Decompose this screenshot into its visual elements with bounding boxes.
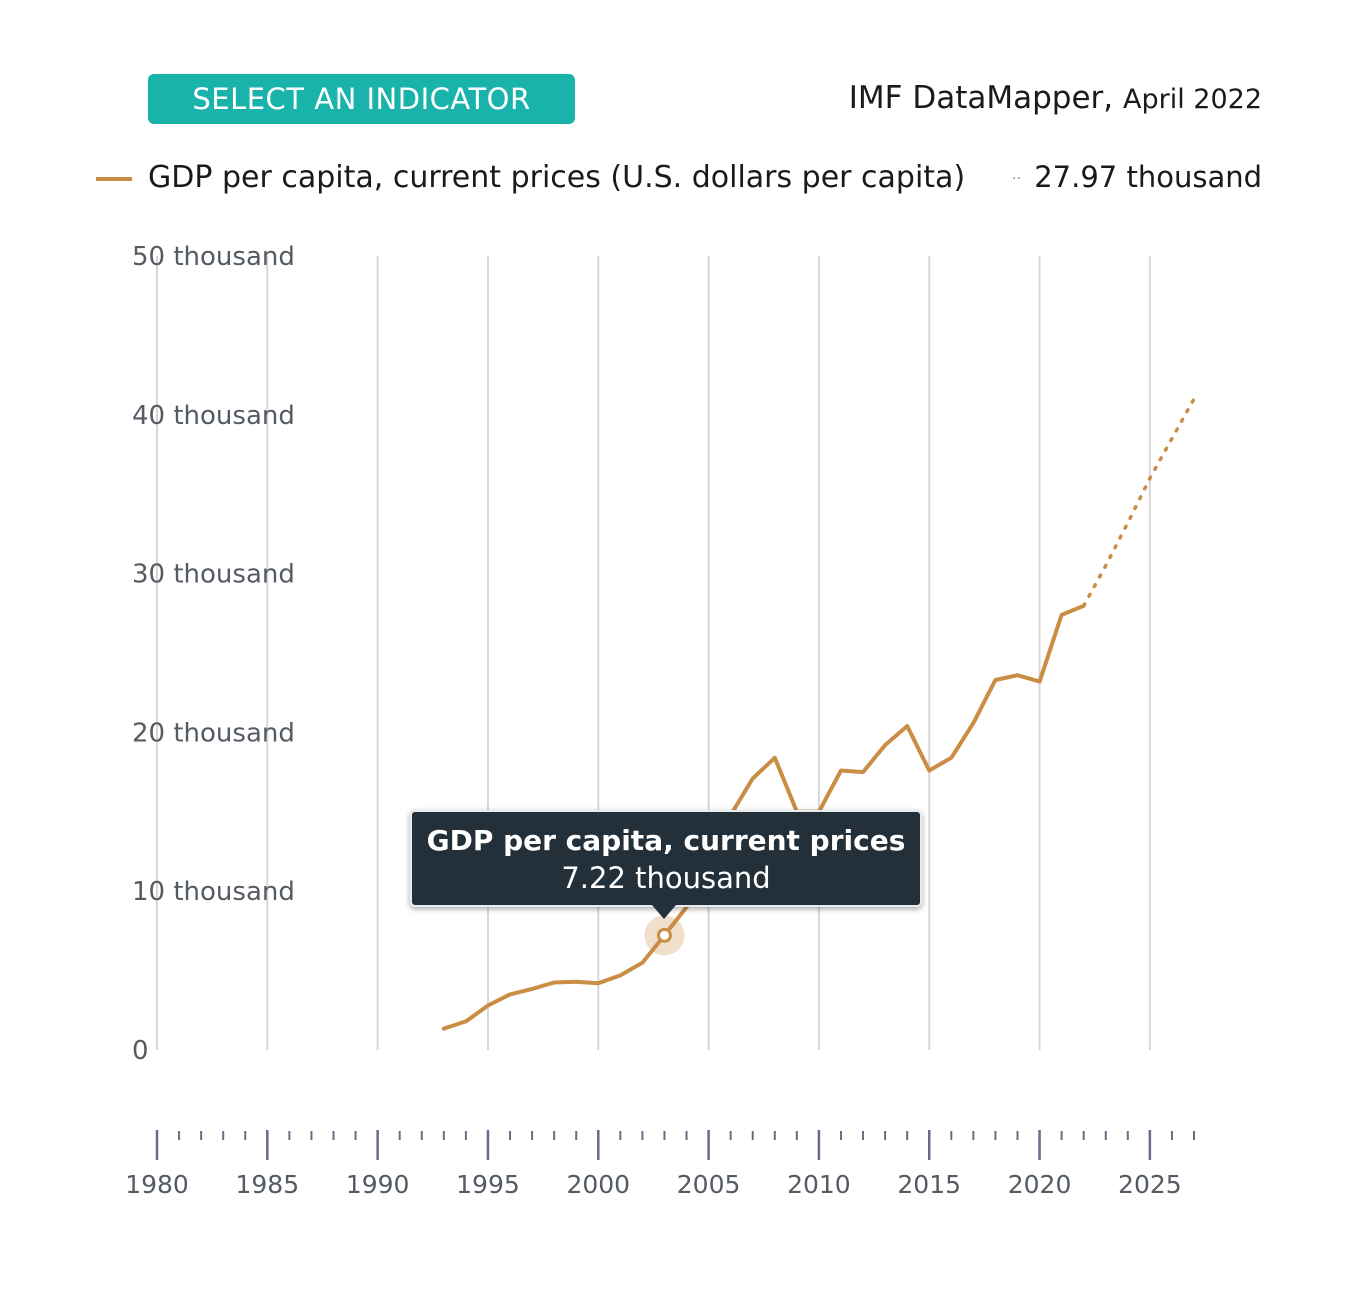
source-date: April 2022 (1122, 84, 1262, 115)
legend-swatch (96, 177, 132, 181)
y-tick-label: 20 thousand (132, 718, 295, 748)
x-tick-label: 2015 (897, 1170, 961, 1199)
legend-projection-dots: ·· (1012, 171, 1021, 187)
legend-series-label[interactable]: GDP per capita, current prices (U.S. dol… (148, 160, 966, 195)
x-tick-label: 2020 (1008, 1170, 1072, 1199)
chart-series (441, 397, 1196, 1031)
x-tick-label: 1995 (456, 1170, 520, 1199)
x-tick-label: 1980 (125, 1170, 189, 1199)
data-tooltip: GDP per capita, current prices 7.22 thou… (410, 810, 922, 907)
tooltip-title: GDP per capita, current prices (426, 824, 906, 857)
y-tick-label: 30 thousand (132, 560, 295, 590)
tooltip-arrow (652, 905, 676, 919)
x-tick-label: 2010 (787, 1170, 851, 1199)
y-tick-label: 50 thousand (132, 242, 295, 272)
projection-line (1081, 397, 1196, 608)
x-tick-label: 2025 (1118, 1170, 1182, 1199)
y-tick-label: 0 (132, 1036, 149, 1066)
y-tick-label: 10 thousand (132, 877, 295, 907)
x-tick-label: 1990 (346, 1170, 410, 1199)
x-tick-label: 2005 (677, 1170, 741, 1199)
series-line (441, 603, 1086, 1031)
x-tick-label: 1985 (236, 1170, 300, 1199)
tooltip-value: 7.22 thousand (561, 861, 771, 895)
select-indicator-button[interactable]: SELECT AN INDICATOR (148, 74, 575, 124)
y-tick-label: 40 thousand (132, 401, 295, 431)
source-attribution: IMF DataMapper, April 2022 (849, 80, 1262, 116)
source-name: IMF DataMapper, (848, 80, 1114, 116)
x-tick-label: 2000 (566, 1170, 630, 1199)
y-axis-labels: 50 thousand 40 thousand 30 thousand 20 thou… (132, 242, 295, 1066)
legend-latest-value: 27.97 thousand (1034, 160, 1262, 194)
x-axis: 1980 1985 1990 1995 2000 2005 2010 2015 2020 2025 (125, 1130, 1195, 1199)
chart-grid (156, 256, 1151, 1050)
highlight-marker-group (644, 915, 685, 956)
highlight-point (656, 927, 672, 943)
